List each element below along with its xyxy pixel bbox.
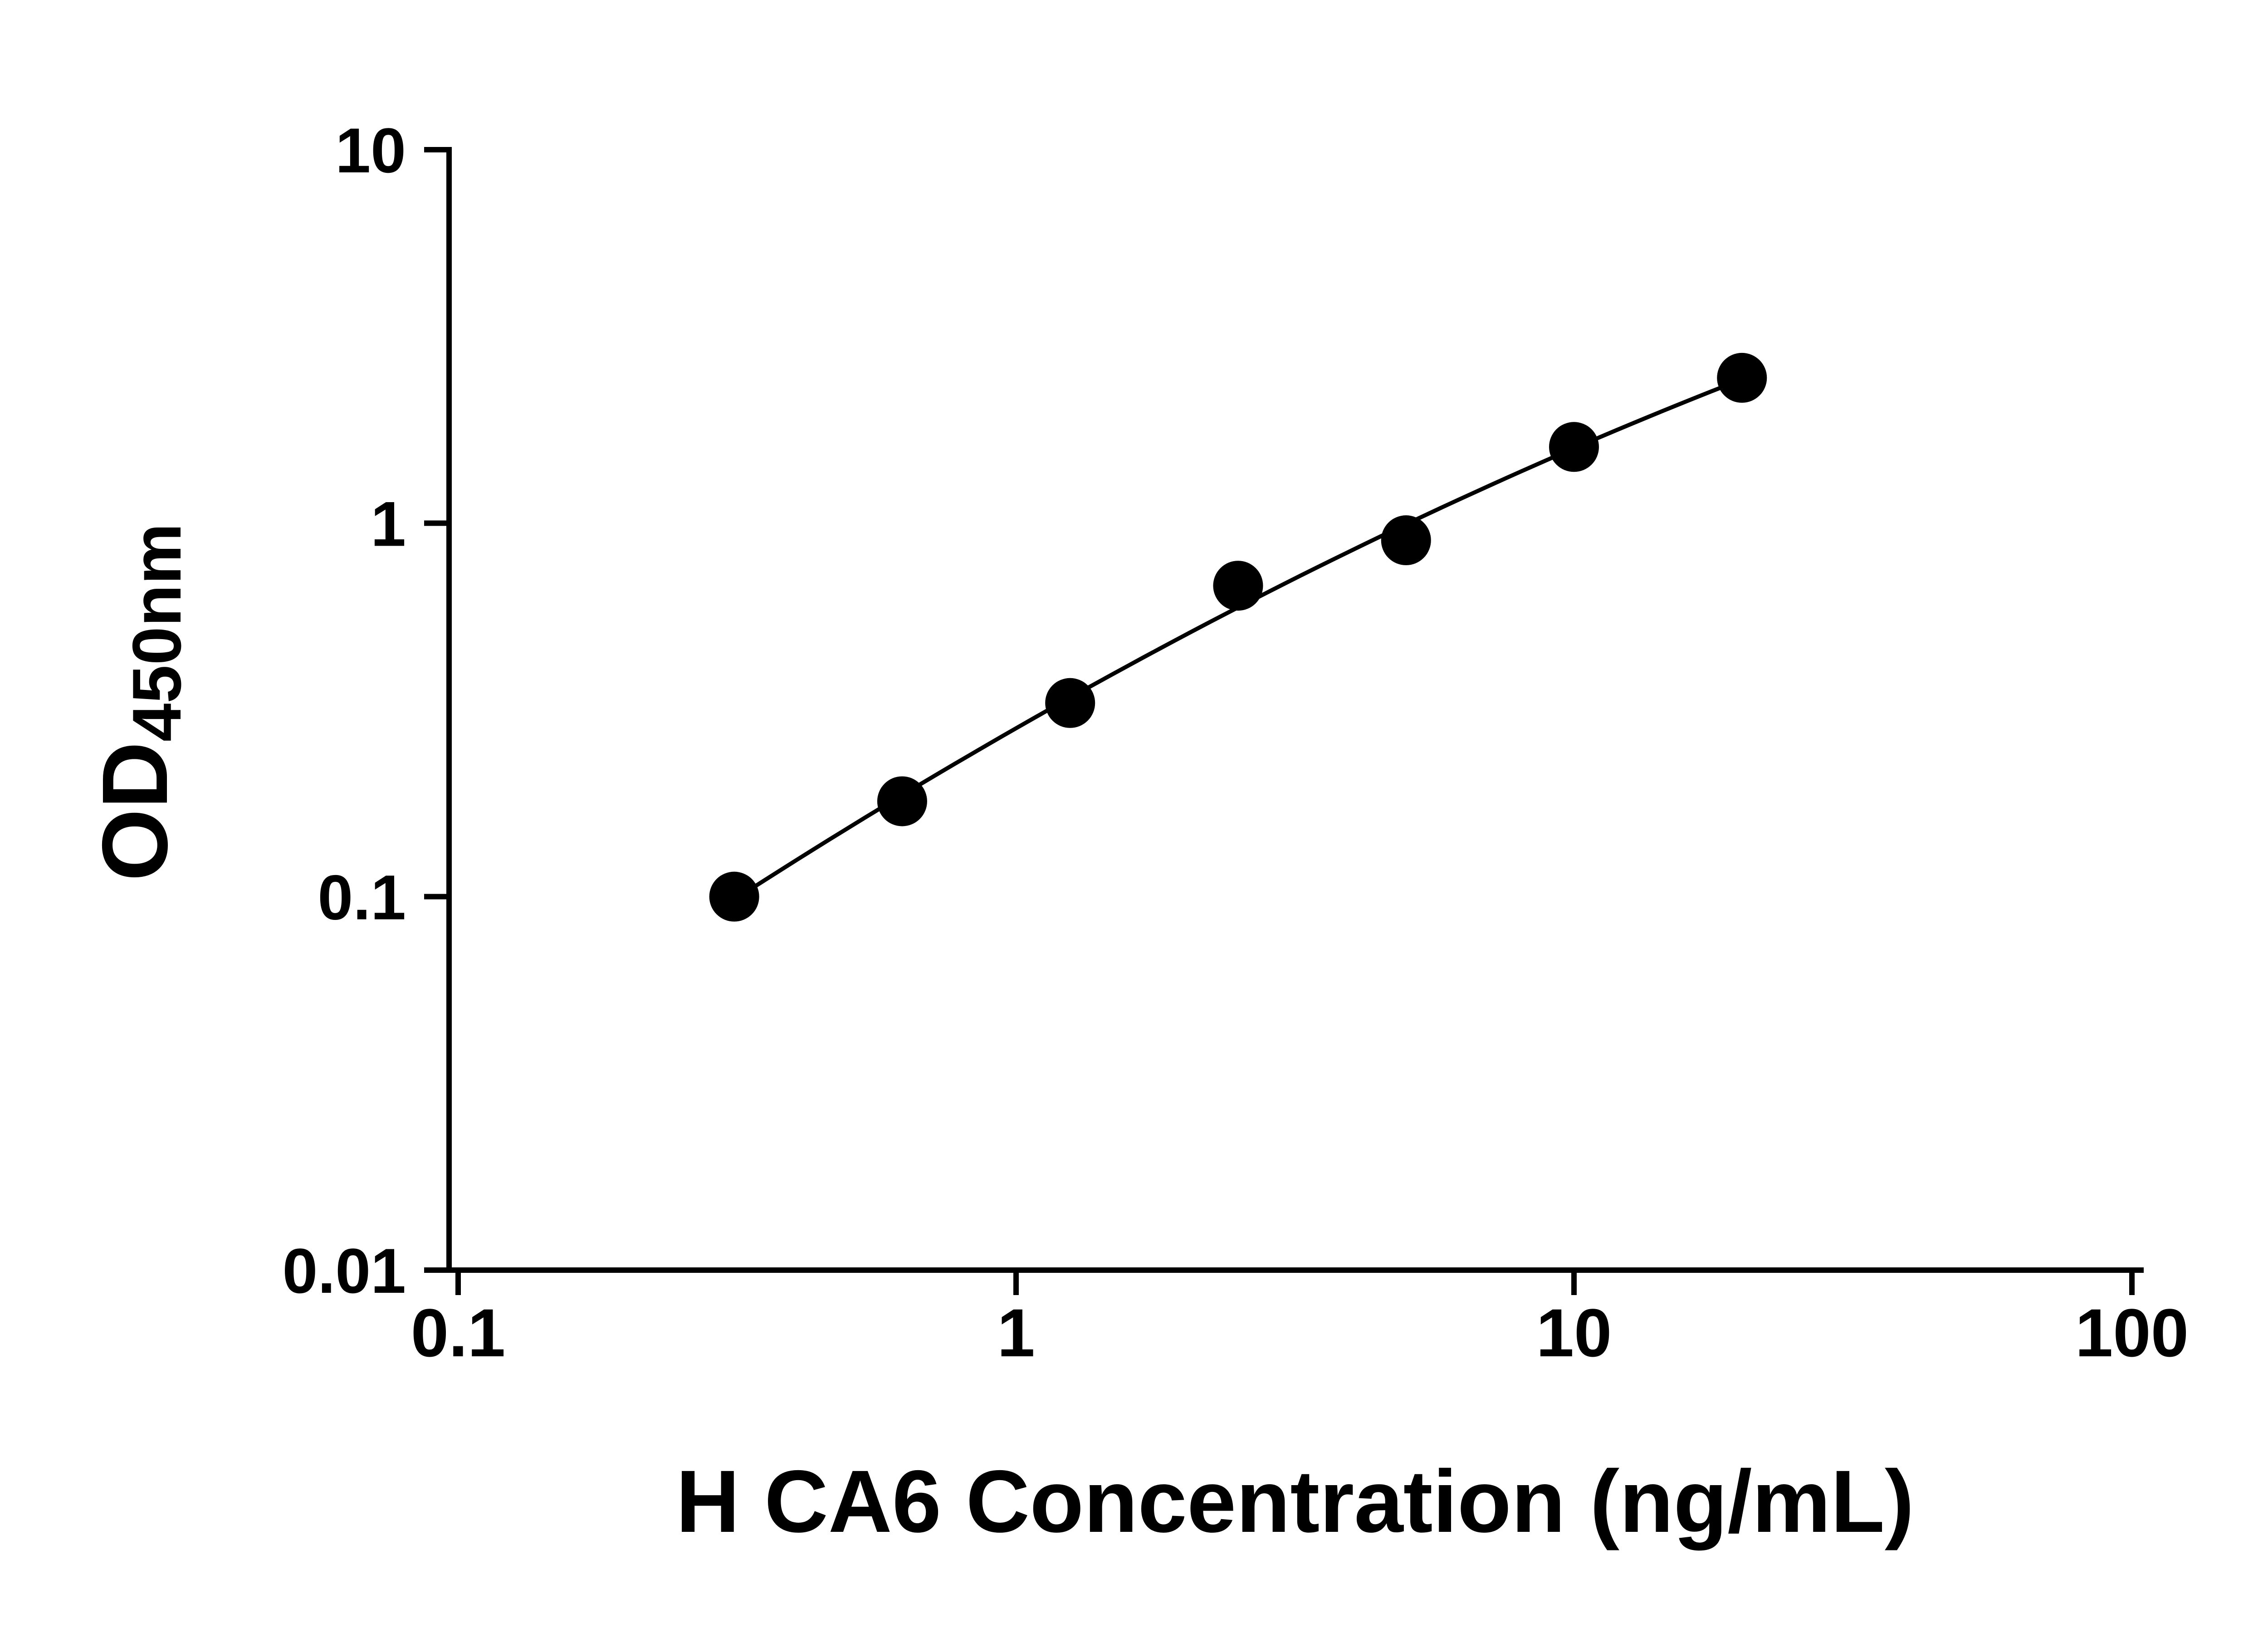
y-axis-tick-label: 0.01	[283, 1235, 406, 1306]
y-axis-title: OD450nm	[82, 523, 197, 881]
x-axis-tick-label: 100	[2075, 1295, 2189, 1371]
x-axis-tick-label: 1	[997, 1295, 1035, 1371]
data-point	[1717, 352, 1767, 403]
data-point	[1549, 422, 1599, 472]
x-axis-tick-label: 10	[1536, 1295, 1612, 1371]
y-axis-title-sub: 450nm	[118, 523, 196, 742]
data-point	[1045, 678, 1095, 728]
y-axis-tick-label: 0.1	[318, 862, 406, 933]
data-point	[1213, 561, 1263, 611]
data-point	[877, 776, 927, 826]
y-axis-tick-label: 1	[371, 488, 406, 559]
x-axis-title: H CA6 Concentration (ng/mL)	[676, 1452, 1914, 1551]
data-point	[1381, 515, 1431, 566]
y-axis-title-main: OD	[83, 742, 187, 881]
data-point	[709, 871, 759, 922]
y-axis-tick-label: 10	[335, 115, 406, 186]
x-axis-tick-label: 0.1	[411, 1295, 506, 1371]
